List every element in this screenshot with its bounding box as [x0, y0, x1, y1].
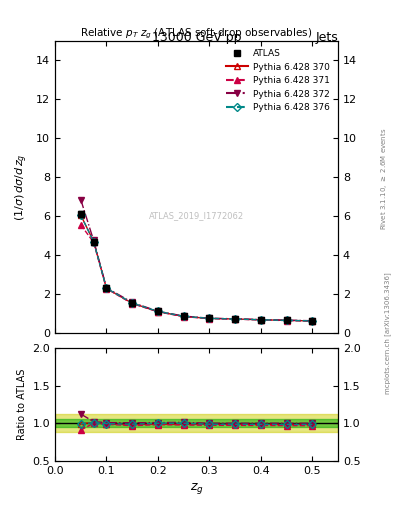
Text: ATLAS_2019_I1772062: ATLAS_2019_I1772062: [149, 211, 244, 221]
Text: Jets: Jets: [315, 31, 338, 44]
Text: Rivet 3.1.10, $\geq$ 2.6M events: Rivet 3.1.10, $\geq$ 2.6M events: [379, 128, 389, 230]
Y-axis label: Ratio to ATLAS: Ratio to ATLAS: [17, 369, 27, 440]
Legend: ATLAS, Pythia 6.428 370, Pythia 6.428 371, Pythia 6.428 372, Pythia 6.428 376: ATLAS, Pythia 6.428 370, Pythia 6.428 37…: [222, 46, 334, 116]
Text: 13000 GeV pp: 13000 GeV pp: [152, 31, 241, 44]
Text: mcplots.cern.ch [arXiv:1306.3436]: mcplots.cern.ch [arXiv:1306.3436]: [384, 272, 391, 394]
Bar: [55, 419, 338, 427]
Y-axis label: $(1/\sigma)\, d\sigma/d\, z_g$: $(1/\sigma)\, d\sigma/d\, z_g$: [14, 153, 31, 221]
X-axis label: $z_g$: $z_g$: [189, 481, 204, 496]
Bar: [55, 414, 338, 432]
Title: Relative $p_T$ $z_g$ (ATLAS soft-drop observables): Relative $p_T$ $z_g$ (ATLAS soft-drop ob…: [80, 27, 313, 41]
